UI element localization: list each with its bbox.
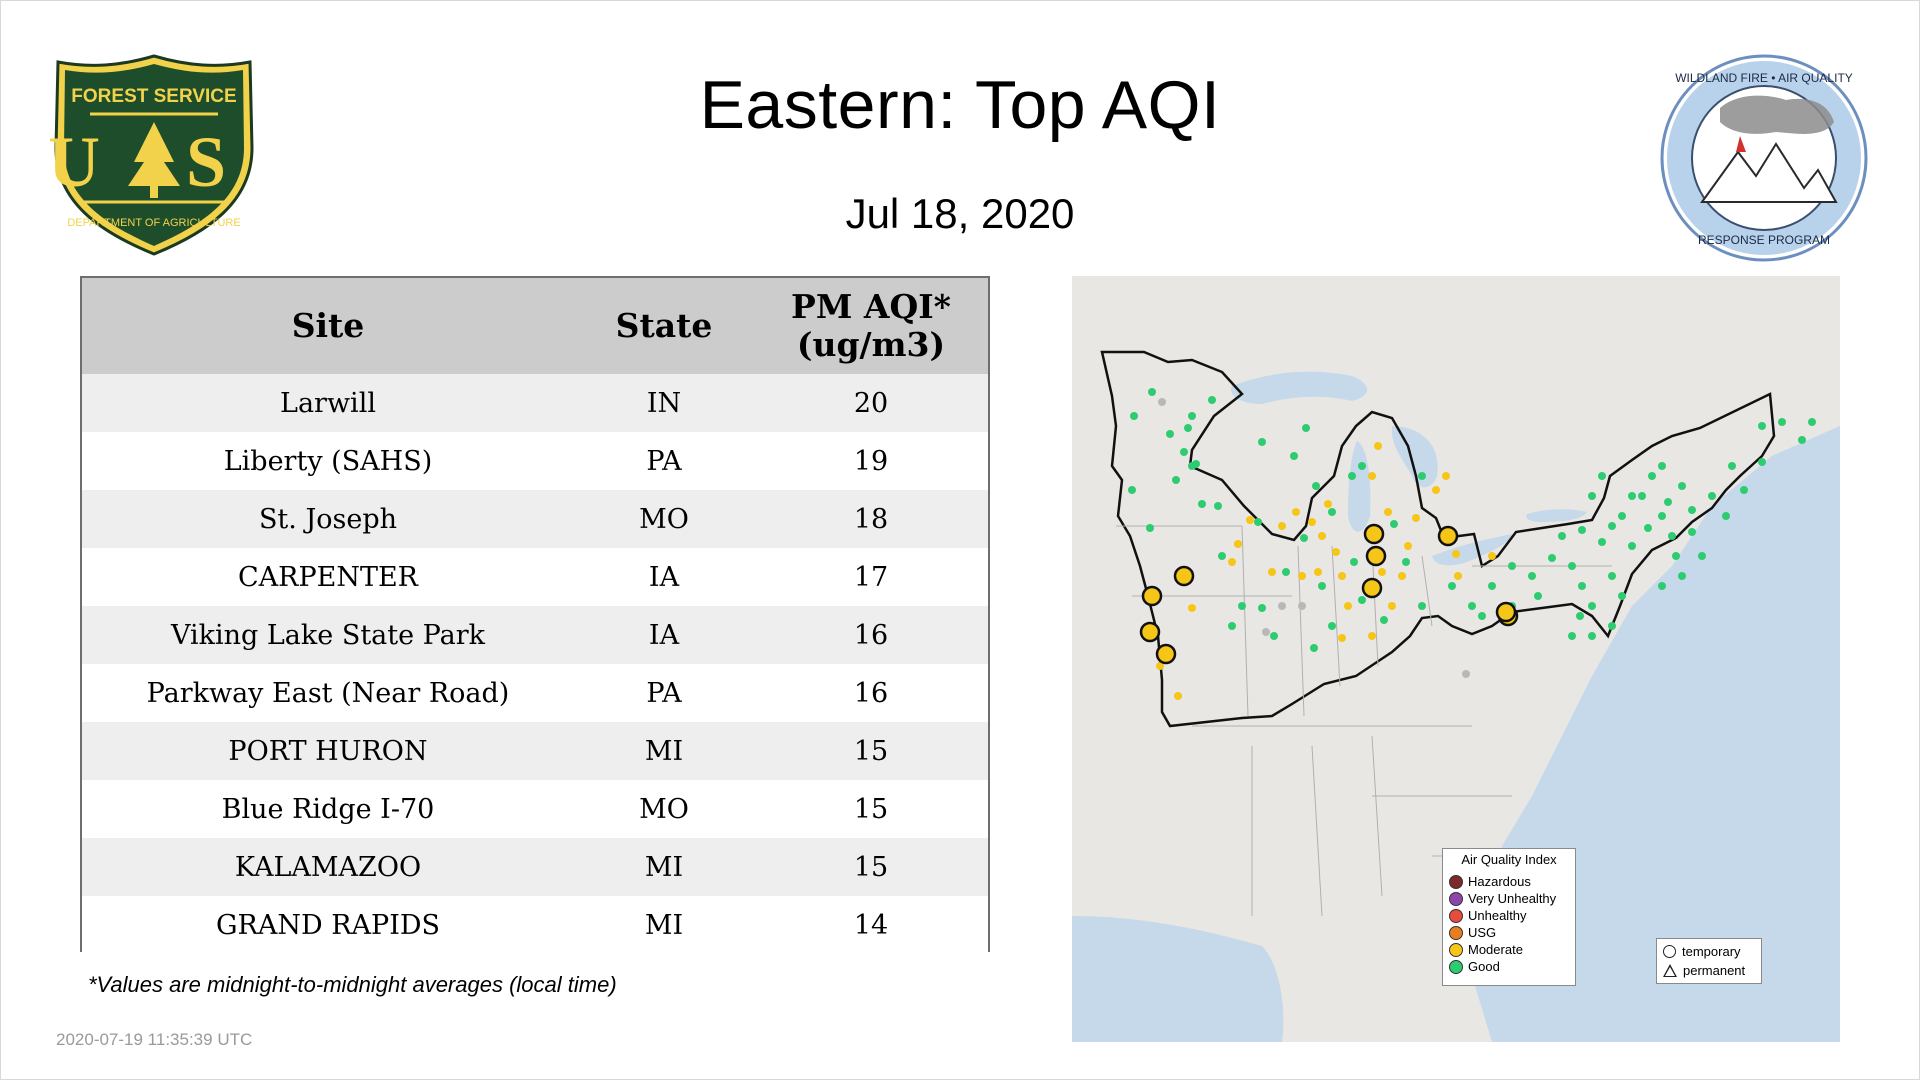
state-boundaries (1116, 525, 1612, 917)
cell-state: MI (574, 896, 754, 954)
page-title: Eastern: Top AQI (699, 67, 1221, 143)
cell-state: PA (574, 432, 754, 490)
legend-item-unhealthy: Unhealthy (1449, 907, 1569, 924)
page-date: Jul 18, 2020 (845, 190, 1075, 237)
header-aqi: PM AQI* (ug/m3) (754, 278, 988, 374)
header-state: State (574, 278, 754, 374)
cell-aqi: 19 (754, 432, 988, 490)
moderate-sites (1156, 442, 1496, 700)
cell-site: Blue Ridge I-70 (82, 780, 574, 838)
legend-item-hazardous: Hazardous (1449, 873, 1569, 890)
highlighted-site-pa (1495, 601, 1517, 623)
top-aqi-table: Site State PM AQI* (ug/m3) Larwill IN 20 L… (80, 276, 990, 954)
legend-item-good: Good (1449, 958, 1569, 975)
table-header-row: Site State PM AQI* (ug/m3) (82, 278, 988, 374)
legend-dot-very-unhealthy (1449, 891, 1463, 906)
logo-right-bottom-text: RESPONSE PROGRAM (1698, 233, 1830, 247)
cell-site: GRAND RAPIDS (82, 896, 574, 954)
cell-aqi: 20 (754, 374, 988, 432)
legend-dot-usg (1449, 925, 1463, 940)
cell-state: MI (574, 838, 754, 896)
cell-aqi: 15 (754, 838, 988, 896)
triangle-icon (1663, 964, 1677, 977)
generated-timestamp: 2020-07-19 11:35:39 UTC (56, 1030, 253, 1049)
cell-state: PA (574, 664, 754, 722)
wildland-fire-aq-logo: WILDLAND FIRE • AIR QUALITY RESPONSE PRO… (1660, 54, 1868, 262)
table-row: Liberty (SAHS) PA 19 (82, 432, 988, 490)
cell-aqi: 15 (754, 722, 988, 780)
legend-item-moderate: Moderate (1449, 941, 1569, 958)
cell-state: MI (574, 722, 754, 780)
legend-dot-hazardous (1449, 874, 1463, 889)
forest-service-logo: FOREST SERVICE U S DEPARTMENT OF AGRICUL… (50, 54, 254, 256)
legend-label: USG (1468, 925, 1497, 940)
missing-sites (1158, 398, 1470, 678)
header-site: Site (82, 278, 574, 374)
table-row: Larwill IN 20 (82, 374, 988, 432)
cell-aqi: 16 (754, 606, 988, 664)
logo-left-top-text: FOREST SERVICE (71, 86, 236, 107)
aqi-legend: Air Quality Index Hazardous Very Unhealt… (1442, 848, 1576, 986)
map-canvas (1072, 276, 1840, 1042)
cell-state: IA (574, 606, 754, 664)
map-land (1072, 276, 1840, 1042)
table-row: KALAMAZOO MI 15 (82, 838, 988, 896)
legend-label: Unhealthy (1468, 908, 1527, 923)
cell-aqi: 17 (754, 548, 988, 606)
legend-temporary: temporary (1663, 942, 1755, 961)
legend-permanent-label: permanent (1683, 963, 1746, 978)
table-row: Parkway East (Near Road) PA 16 (82, 664, 988, 722)
legend-permanent: permanent (1663, 961, 1755, 980)
table-row: Blue Ridge I-70 MO 15 (82, 780, 988, 838)
legend-dot-unhealthy (1449, 908, 1463, 923)
cell-site: Larwill (82, 374, 574, 432)
legend-temporary-label: temporary (1682, 944, 1741, 959)
region-outline (1100, 350, 1776, 728)
cell-aqi: 16 (754, 664, 988, 722)
cell-site: Liberty (SAHS) (82, 432, 574, 490)
cell-aqi: 15 (754, 780, 988, 838)
legend-dot-moderate (1449, 942, 1463, 957)
lake-erie (1432, 534, 1512, 566)
cell-site: St. Joseph (82, 490, 574, 548)
cell-state: IA (574, 548, 754, 606)
atlantic-edge (1492, 426, 1840, 1042)
table-row: PORT HURON MI 15 (82, 722, 988, 780)
legend-item-very-unhealthy: Very Unhealthy (1449, 890, 1569, 907)
legend-label: Hazardous (1468, 874, 1531, 889)
table-row: GRAND RAPIDS MI 14 (82, 896, 988, 954)
cell-site: Parkway East (Near Road) (82, 664, 574, 722)
lake-superior (1231, 371, 1367, 404)
logo-left-bottom-text: DEPARTMENT OF AGRICULTURE (67, 217, 240, 229)
cell-site: CARPENTER (82, 548, 574, 606)
cell-state: IN (574, 374, 754, 432)
logo-right-top-text: WILDLAND FIRE • AIR QUALITY (1675, 71, 1853, 85)
legend-label: Very Unhealthy (1468, 891, 1557, 906)
header-aqi-line2: (ug/m3) (796, 325, 946, 364)
site-type-legend: temporary permanent (1656, 938, 1762, 984)
cell-site: Viking Lake State Park (82, 606, 574, 664)
legend-dot-good (1449, 959, 1463, 974)
table-row: St. Joseph MO 18 (82, 490, 988, 548)
cell-aqi: 14 (754, 896, 988, 954)
cell-aqi: 18 (754, 490, 988, 548)
cell-site: PORT HURON (82, 722, 574, 780)
aqi-map (1072, 276, 1840, 1042)
legend-title: Air Quality Index (1461, 852, 1557, 867)
footnote: *Values are midnight-to-midnight average… (88, 972, 617, 997)
table-row: CARPENTER IA 17 (82, 548, 988, 606)
cell-state: MO (574, 780, 754, 838)
cell-site: KALAMAZOO (82, 838, 574, 896)
legend-label: Moderate (1468, 942, 1523, 957)
lake-huron (1391, 426, 1438, 488)
lake-ontario (1526, 509, 1587, 522)
cell-state: MO (574, 490, 754, 548)
gulf-water (1072, 916, 1284, 1042)
table-row: Viking Lake State Park IA 16 (82, 606, 988, 664)
circle-icon (1663, 945, 1676, 958)
header-aqi-line1: PM AQI* (791, 287, 951, 326)
legend-item-usg: USG (1449, 924, 1569, 941)
legend-label: Good (1468, 959, 1500, 974)
